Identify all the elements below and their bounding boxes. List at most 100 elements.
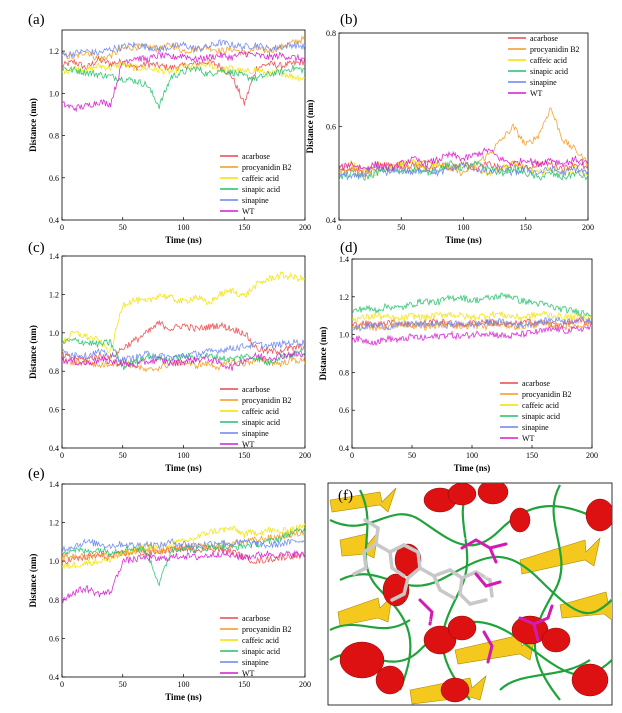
ligand [352,518,494,606]
x-tick-label: 0 [350,451,354,460]
series-line [339,161,588,181]
panel-letter-f: (f) [338,488,353,504]
chart-panel-1: (b) 0 50 100 150 200 0.4 0.6 0.8 Time (ns) Distanc… [305,12,594,245]
x-tick-label: 0 [60,223,64,232]
panel-letter: (e) [28,466,45,482]
legend-label: WT [242,669,255,678]
legend-label: sinapic acid [530,67,568,76]
series-lines [62,523,305,604]
x-tick-label: 0 [337,223,341,232]
series-line [62,549,305,604]
x-tick-label: 200 [299,680,311,689]
legend: acarbose procyanidin B2 caffeic acid sinapi… [220,614,292,678]
legend-label: procyanidin B2 [242,163,292,172]
x-tick-label: 50 [408,451,416,460]
legend-label: sinapic acid [242,185,280,194]
legend-label: sinapine [242,658,269,667]
residue-label-his: HIS-305 [458,536,474,541]
y-tick-label: 0.8 [49,367,59,376]
x-tick-label: 100 [458,223,470,232]
x-tick-label: 100 [178,223,190,232]
legend-label: sinapine [242,196,269,205]
residue-label-arg: ARG-343 [484,574,502,579]
x-tick-label: 100 [178,451,190,460]
y-tick-label: 0.8 [326,29,336,38]
series-lines [62,271,305,373]
x-tick-label: 150 [238,680,250,689]
legend-label: sinapine [530,78,557,87]
series-line [352,292,592,318]
x-tick-label: 200 [586,451,598,460]
legend-label: procyanidin B2 [242,625,292,634]
charts-layer: (a) 0 50 100 150 200 0.4 0.6 0.8 1.0 1.2 Time (ns) D… [28,12,598,702]
series-lines [62,34,305,113]
y-tick-label: 0.4 [49,216,59,225]
y-tick-label: 0.4 [339,444,349,453]
legend-label: sinapine [522,423,549,432]
panel-letter: (a) [28,12,45,28]
series-lines [352,292,592,347]
legend-label: sinapic acid [242,647,280,656]
legend-label: acarbose [242,614,270,623]
legend-label: sinapine [242,429,269,438]
y-tick-label: 1.0 [49,89,59,98]
y-tick-label: 0.8 [339,368,349,377]
y-tick-label: 0.6 [339,406,349,415]
y-tick-label: 1.0 [49,557,59,566]
legend-label: WT [242,207,255,216]
legend-label: procyanidin B2 [242,396,292,405]
y-tick-label: 1.2 [49,47,59,56]
legend: acarbose procyanidin B2 caffeic acid sinapi… [508,34,580,98]
chart-panel-4: (e) 0 50 100 150 200 0.4 0.6 0.8 1.0 1.2 1.4 Time (n… [28,466,311,702]
y-tick-label: 1.4 [49,252,59,261]
series-line [62,51,305,113]
legend: acarbose procyanidin B2 caffeic acid sinapi… [500,379,572,443]
y-tick-label: 1.0 [339,331,349,340]
series-line [352,323,592,347]
series-line [62,39,305,59]
series-line [352,310,592,323]
series-line [339,107,588,176]
y-tick-label: 0.4 [49,673,59,682]
x-tick-label: 100 [466,451,478,460]
y-axis-title: Distance (nm) [28,98,38,152]
residue-label-asp: ASP-247 [520,606,537,611]
series-line [62,319,305,364]
series-line [352,315,592,332]
legend: acarbose procyanidin B2 caffeic acid sinapi… [220,152,292,216]
x-tick-label: 150 [238,451,250,460]
series-line [339,157,588,178]
x-tick-label: 50 [119,451,127,460]
x-axis-title: Time (ns) [454,463,491,473]
legend-label: sinapic acid [242,418,280,427]
series-line [62,527,305,587]
y-tick-label: 1.2 [339,293,349,302]
chart-panel-0: (a) 0 50 100 150 200 0.4 0.6 0.8 1.0 1.2 Time (ns) D… [28,12,311,245]
protein-structure-panel: HIS-305 ARG-343 ASP-247 GLU-233 (f) [327,482,613,706]
x-tick-label: 150 [520,223,532,232]
panel-letter: (b) [340,12,358,28]
panel-letter: (c) [28,240,45,256]
legend-label: caffeic acid [530,56,567,65]
x-tick-label: 0 [60,680,64,689]
y-tick-label: 0.6 [49,406,59,415]
legend: acarbose procyanidin B2 caffeic acid sinapi… [220,385,292,449]
legend-label: acarbose [242,385,270,394]
y-tick-label: 0.6 [49,174,59,183]
binding-residues [418,538,554,664]
x-tick-label: 0 [60,451,64,460]
legend-label: acarbose [522,379,550,388]
x-tick-label: 50 [119,223,127,232]
series-line [62,60,305,82]
legend-label: acarbose [242,152,270,161]
x-tick-label: 100 [178,680,190,689]
residue-labels: HIS-305 ARG-343 ASP-247 GLU-233 [426,536,537,623]
y-tick-label: 1.4 [49,480,59,489]
series-line [62,54,305,106]
legend-label: caffeic acid [242,636,279,645]
x-axis-title: Time (ns) [165,235,202,245]
panel-letter: (d) [340,240,358,256]
y-tick-label: 0.8 [49,132,59,141]
y-tick-label: 1.2 [49,519,59,528]
